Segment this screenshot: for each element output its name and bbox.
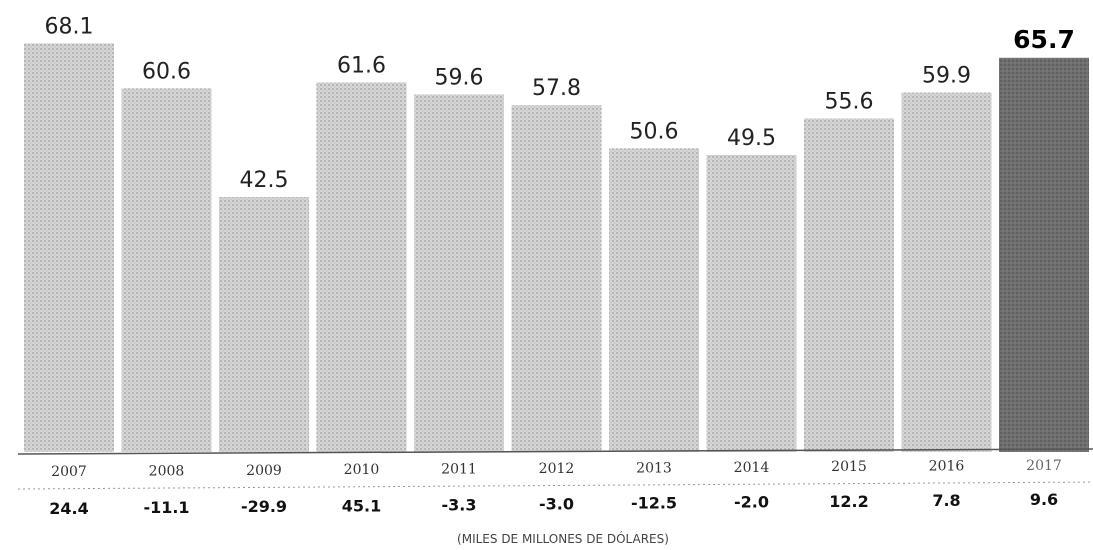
unit-note: (MILES DE MILLONES DE DÓLARES): [457, 531, 669, 546]
value-label-2009: 42.5: [240, 168, 289, 193]
bar-2017: [999, 57, 1089, 453]
change-label-2017: 9.6: [1030, 490, 1058, 509]
value-label-2008: 60.6: [142, 59, 191, 84]
change-label-2010: 45.1: [342, 496, 381, 515]
value-label-2017: 65.7: [1013, 25, 1075, 54]
change-label-2009: -29.9: [241, 497, 287, 516]
value-label-2010: 61.6: [337, 53, 386, 78]
value-label-2012: 57.8: [532, 76, 581, 101]
bar-2012: [511, 105, 602, 452]
x-axis-line: [17, 448, 1093, 455]
bar-2007: [24, 43, 114, 453]
bar-2008: [121, 88, 212, 453]
divider-line: [17, 481, 1093, 490]
bar-2016: [901, 92, 992, 452]
year-label-2013: 2013: [636, 460, 672, 476]
year-label-2011: 2011: [441, 462, 477, 478]
year-label-2009: 2009: [246, 463, 282, 479]
bar-2011: [414, 94, 504, 453]
year-label-2008: 2008: [149, 463, 185, 479]
change-label-2012: -3.0: [539, 495, 574, 514]
value-label-2014: 49.5: [727, 126, 776, 151]
change-label-2008: -11.1: [143, 498, 189, 517]
bar-2013: [609, 148, 699, 452]
value-label-2011: 59.6: [435, 65, 484, 90]
year-label-2012: 2012: [539, 461, 575, 477]
change-label-2011: -3.3: [442, 495, 477, 514]
value-label-2007: 68.1: [45, 14, 94, 39]
change-label-2015: 12.2: [829, 492, 868, 511]
change-label-2016: 7.8: [932, 491, 960, 510]
labels: 68.1 2007 24.4 60.6 2008 -11.1 42.5 2009 -29.9 61…: [45, 14, 1075, 518]
year-label-2014: 2014: [734, 460, 770, 476]
value-label-2016: 59.9: [922, 64, 971, 89]
bars: [24, 43, 1089, 453]
year-label-2016: 2016: [929, 459, 965, 475]
bar-2015: [804, 118, 894, 453]
bar-2014: [706, 155, 797, 452]
bar-2010: [316, 82, 407, 453]
bar-2009: [219, 197, 309, 452]
year-label-2015: 2015: [831, 459, 867, 475]
value-label-2015: 55.6: [825, 89, 874, 114]
change-label-2013: -12.5: [631, 494, 677, 513]
year-label-2017: 2017: [1026, 458, 1062, 474]
change-label-2007: 24.4: [49, 499, 88, 518]
year-label-2010: 2010: [344, 462, 380, 478]
change-label-2014: -2.0: [734, 493, 769, 512]
year-label-2007: 2007: [51, 464, 87, 480]
value-label-2013: 50.6: [630, 119, 679, 144]
